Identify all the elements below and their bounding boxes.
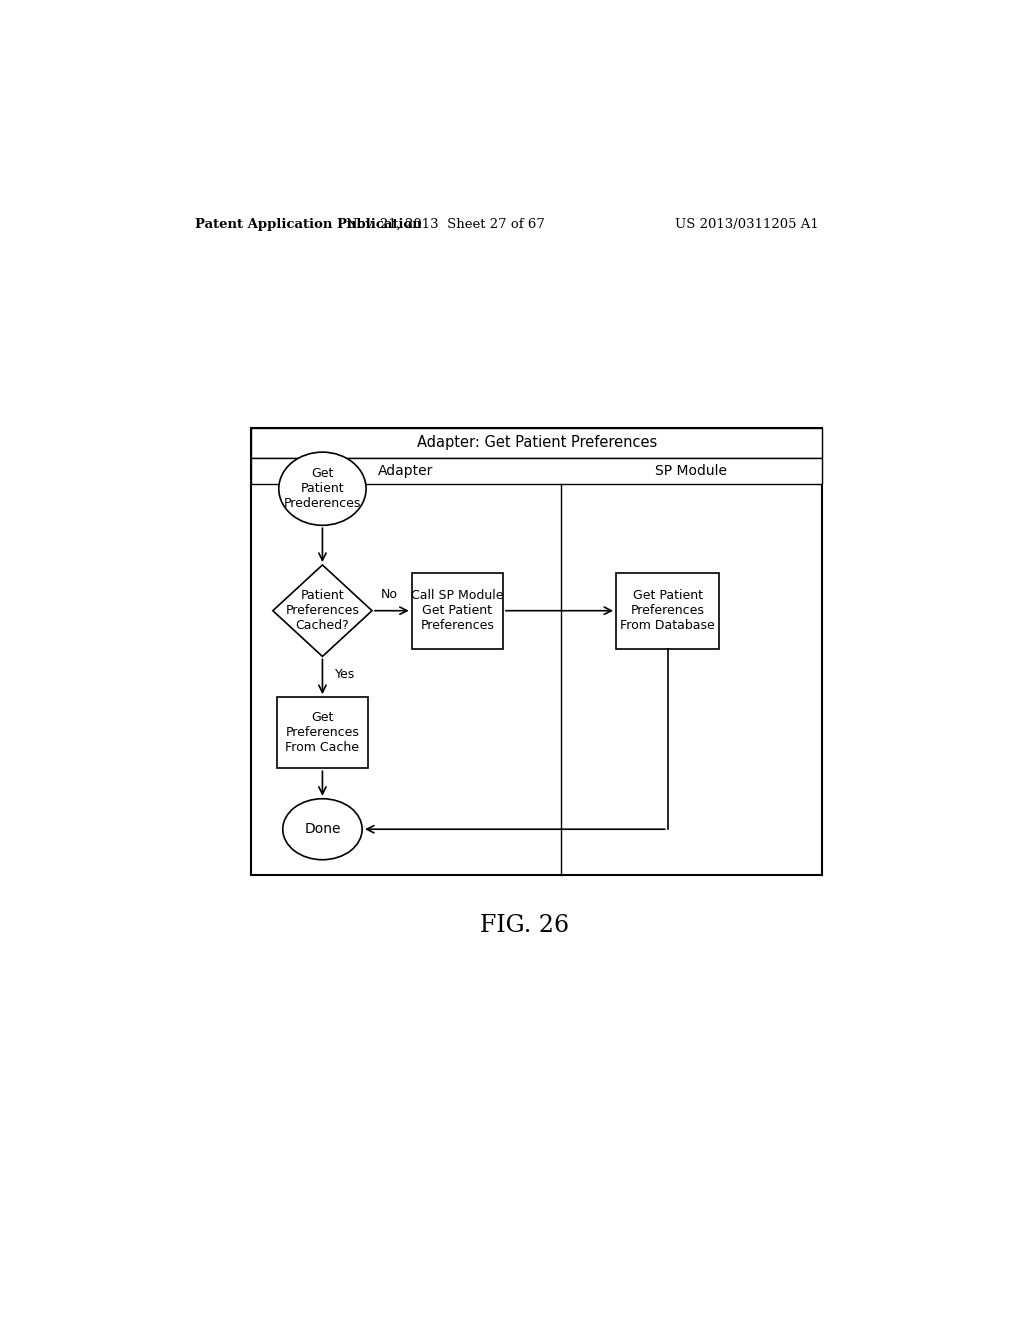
Text: Yes: Yes <box>335 668 354 681</box>
Text: Call SP Module
Get Patient
Preferences: Call SP Module Get Patient Preferences <box>411 589 504 632</box>
Bar <box>616 573 719 649</box>
Text: Adapter: Adapter <box>378 463 433 478</box>
Ellipse shape <box>279 453 367 525</box>
Text: Done: Done <box>304 822 341 837</box>
Bar <box>276 697 368 768</box>
Text: FIG. 26: FIG. 26 <box>480 915 569 937</box>
Text: Get
Patient
Prederences: Get Patient Prederences <box>284 467 361 511</box>
Bar <box>412 573 503 649</box>
Bar <box>251 458 822 483</box>
Bar <box>251 428 822 875</box>
Text: US 2013/0311205 A1: US 2013/0311205 A1 <box>675 218 819 231</box>
Polygon shape <box>272 565 372 656</box>
Text: Get Patient
Preferences
From Database: Get Patient Preferences From Database <box>621 589 715 632</box>
Text: Patient
Preferences
Cached?: Patient Preferences Cached? <box>286 589 359 632</box>
Ellipse shape <box>283 799 362 859</box>
Text: Adapter: Get Patient Preferences: Adapter: Get Patient Preferences <box>417 436 656 450</box>
Text: Patent Application Publication: Patent Application Publication <box>196 218 422 231</box>
Text: SP Module: SP Module <box>655 463 727 478</box>
Bar <box>251 428 822 458</box>
Text: No: No <box>381 587 398 601</box>
Text: Nov. 21, 2013  Sheet 27 of 67: Nov. 21, 2013 Sheet 27 of 67 <box>346 218 545 231</box>
Text: Get
Preferences
From Cache: Get Preferences From Cache <box>286 711 359 754</box>
